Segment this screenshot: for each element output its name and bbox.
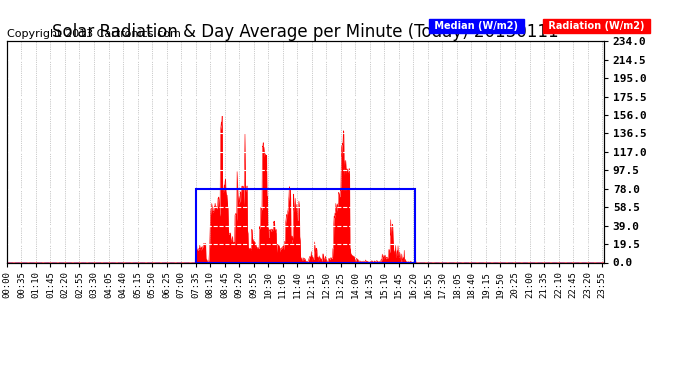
- Text: Copyright 2013 Cartronics.com: Copyright 2013 Cartronics.com: [7, 29, 181, 39]
- Bar: [196, 189, 415, 262]
- Text: Radiation (W/m2): Radiation (W/m2): [545, 21, 648, 31]
- Text: Median (W/m2): Median (W/m2): [431, 21, 522, 31]
- Title: Solar Radiation & Day Average per Minute (Today) 20130111: Solar Radiation & Day Average per Minute…: [52, 23, 559, 41]
